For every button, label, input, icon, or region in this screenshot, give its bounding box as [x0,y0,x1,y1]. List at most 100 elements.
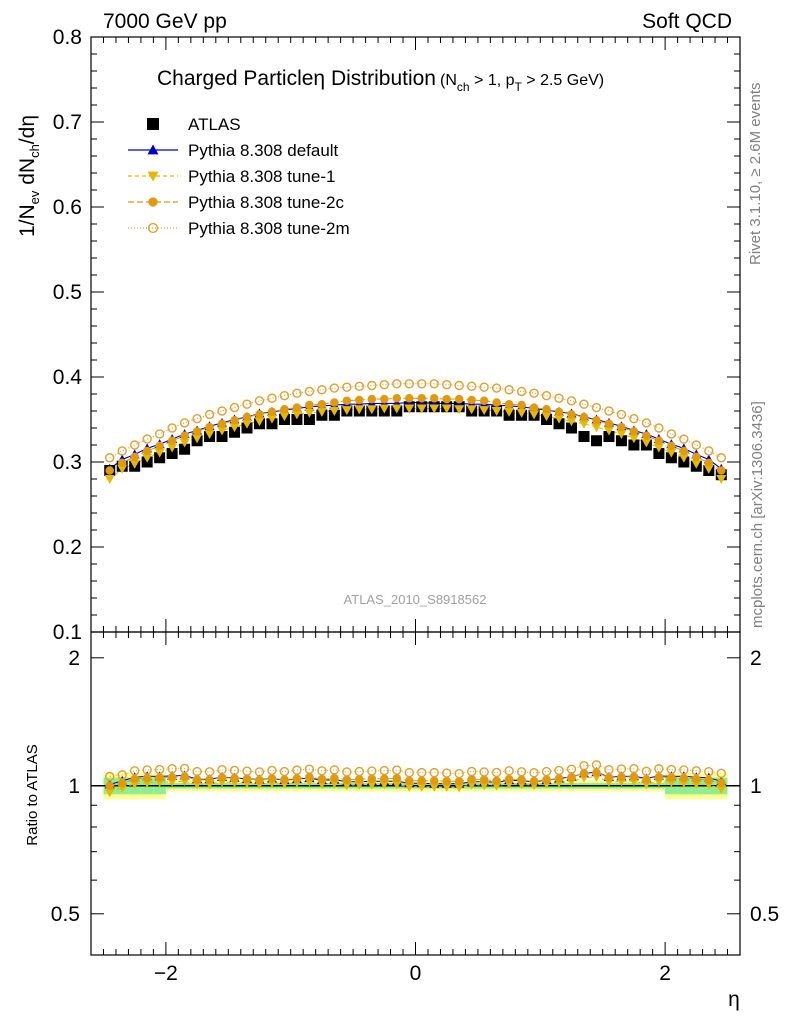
ratio-point [204,767,215,777]
chart-title: Charged Particleη Distribution (Nch > 1, … [157,67,604,94]
data-point [504,407,515,417]
data-point [442,394,451,404]
ratio-point [567,773,576,782]
ratio-point [304,764,315,774]
ratio-point [404,767,414,778]
legend-marker [147,222,159,234]
data-point [479,382,489,392]
ratio-point [579,769,589,778]
ratio-point [654,764,664,774]
data-point [529,388,539,398]
data-point [666,429,677,439]
data-point [366,405,377,415]
data-point [429,379,439,389]
ratio-point [205,775,214,784]
data-point [154,448,165,458]
data-point [654,436,664,445]
data-point [467,395,476,405]
data-point [166,448,178,459]
data-point [553,418,565,430]
ratio-point [129,766,140,776]
ratio-point [604,765,614,775]
ratio-point [117,770,127,780]
data-point [653,443,664,453]
ratio-axis-label: Ratio to ATLAS [24,744,41,845]
data-point [429,394,439,403]
ratio-point [242,774,252,784]
data-point [179,443,191,455]
legend-marker [148,197,158,207]
data-point [292,388,302,398]
ratio-point [604,773,614,782]
data-point [104,475,115,484]
legend-entry: Pythia 8.308 tune-2c [188,193,344,212]
data-point [229,423,240,433]
ratio-point [142,773,152,783]
data-point [304,386,315,397]
data-point [554,407,564,417]
ratio-point [280,775,289,784]
ratio-point [679,773,689,783]
data-point [578,431,590,442]
data-point [441,404,452,414]
data-point [679,434,689,444]
data-point [242,412,252,422]
data-point [317,399,327,409]
data-point [454,380,464,391]
ratio-tick-label: 1 [750,775,762,798]
data-point [280,405,289,414]
data-point [579,412,589,422]
data-point [303,414,315,425]
ratio-tick-label: 0.5 [51,903,80,926]
ratio-point [667,773,676,782]
ratio-point [355,775,364,784]
data-point [354,405,365,415]
data-point [192,427,202,436]
data-point [442,379,452,390]
data-point [704,458,714,468]
ratio-point [479,781,490,791]
data-point [392,394,402,403]
ratio-point [541,766,552,777]
data-point [217,406,227,416]
ratio-point [405,776,414,786]
ratio-line-4 [109,764,722,777]
rivet-label: Rivet 3.1.10, ≥ 2.6M events [747,83,764,266]
ratio-point [104,788,115,798]
data-point [154,452,166,464]
data-point [529,403,539,412]
data-point [404,404,415,414]
ratio-panel: −2 0 2 0.5 0.5 1 1 2 2 [51,631,779,985]
ratio-point [329,765,340,775]
ratio-point [454,768,464,779]
data-point [454,405,465,415]
data-point [217,426,228,436]
ratio-point [192,775,202,784]
ratio-point [642,775,651,784]
data-point [541,412,552,422]
data-point [142,446,152,456]
data-point [466,381,477,392]
data-point [628,434,639,444]
data-point [566,422,578,434]
ratio-point [442,768,452,778]
data-point [529,410,540,420]
ratio-point [416,782,427,792]
data-point [167,423,177,433]
ratio-point [230,773,239,783]
data-point [355,395,364,405]
data-point [216,431,228,442]
ratio-point [330,773,339,783]
data-point [291,410,302,420]
y-tick-label: 0.6 [53,196,82,219]
ratio-point [716,785,727,795]
ratio-tick-label: 2 [750,647,762,670]
ratio-point [167,764,177,774]
data-point [179,418,190,428]
ratio-point [704,775,714,785]
data-point [204,429,215,439]
data-point [691,459,702,469]
data-point [417,379,427,389]
ratio-point [367,766,377,776]
data-point [317,385,327,395]
